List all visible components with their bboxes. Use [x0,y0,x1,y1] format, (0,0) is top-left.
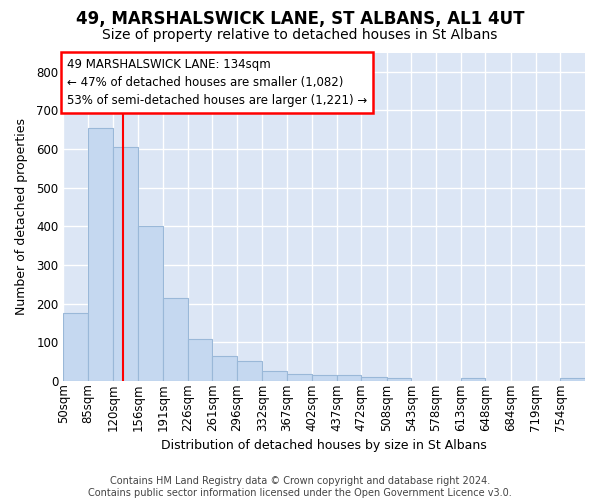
Text: Size of property relative to detached houses in St Albans: Size of property relative to detached ho… [103,28,497,42]
Bar [64,313,88,381]
Text: 49, MARSHALSWICK LANE, ST ALBANS, AL1 4UT: 49, MARSHALSWICK LANE, ST ALBANS, AL1 4U… [76,10,524,28]
Text: Contains HM Land Registry data © Crown copyright and database right 2024.
Contai: Contains HM Land Registry data © Crown c… [88,476,512,498]
Y-axis label: Number of detached properties: Number of detached properties [15,118,28,315]
Text: 49 MARSHALSWICK LANE: 134sqm
← 47% of detached houses are smaller (1,082)
53% of: 49 MARSHALSWICK LANE: 134sqm ← 47% of de… [67,58,367,108]
Bar [312,374,337,381]
Bar [287,374,312,381]
Bar [262,371,287,381]
Bar [212,356,237,381]
Bar [361,377,386,381]
Bar [560,378,585,381]
Bar [237,362,262,381]
Bar [88,128,113,381]
Bar [461,378,485,381]
Bar [386,378,412,381]
X-axis label: Distribution of detached houses by size in St Albans: Distribution of detached houses by size … [161,440,487,452]
Bar [188,339,212,381]
Bar [163,298,188,381]
Bar [138,226,163,381]
Bar [337,376,361,381]
Bar [113,147,138,381]
